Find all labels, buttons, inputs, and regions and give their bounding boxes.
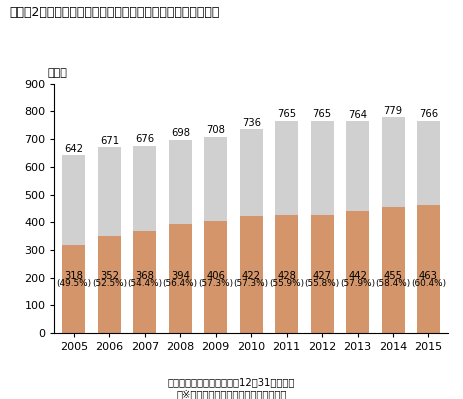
Bar [204,137,227,221]
Bar [240,216,263,333]
Text: (54.4%): (54.4%) [127,279,163,288]
Text: 『出典』外務省調べ（各年12月31日現在）: 『出典』外務省調べ（各年12月31日現在） [168,377,295,387]
Text: 406: 406 [206,271,225,281]
Text: (57.9%): (57.9%) [340,279,375,288]
Bar [382,117,405,207]
Text: 676: 676 [135,134,154,144]
Text: 764: 764 [348,110,367,120]
Text: （人）: （人） [47,68,67,78]
Text: 765: 765 [277,109,296,119]
Text: 428: 428 [277,271,296,281]
Bar [417,205,440,333]
Text: (49.5%): (49.5%) [56,279,92,288]
Text: 736: 736 [242,118,261,128]
Bar [240,129,263,216]
Text: 698: 698 [171,128,190,138]
Bar [275,121,298,215]
Text: 642: 642 [64,144,83,154]
Bar [98,147,121,235]
Text: (58.4%): (58.4%) [375,279,411,288]
Text: (57.3%): (57.3%) [198,279,233,288]
Text: (56.4%): (56.4%) [163,279,198,288]
Text: 765: 765 [313,109,332,119]
Text: （※）赤部分は、うち女性職員数（％）: （※）赤部分は、うち女性職員数（％） [176,389,287,399]
Bar [275,215,298,333]
Bar [346,211,369,333]
Bar [63,245,86,333]
Text: 394: 394 [171,271,190,281]
Text: (52.5%): (52.5%) [92,279,127,288]
Text: (57.3%): (57.3%) [234,279,269,288]
Text: 422: 422 [242,271,261,281]
Text: 455: 455 [383,271,402,281]
Bar [98,235,121,333]
Text: 427: 427 [313,271,332,281]
Text: 442: 442 [348,271,367,281]
Text: 766: 766 [419,109,438,119]
Bar [63,155,86,245]
Bar [382,207,405,333]
Text: 708: 708 [206,125,225,135]
Bar [133,146,156,231]
Text: (55.9%): (55.9%) [269,279,304,288]
Bar [204,221,227,333]
Text: 368: 368 [135,271,154,281]
Text: グラフ2：国連関係機関の日本人職員数（専門職以上）の推移: グラフ2：国連関係機関の日本人職員数（専門職以上）の推移 [9,6,219,19]
Text: 463: 463 [419,271,438,281]
Text: 352: 352 [100,271,119,281]
Bar [311,215,334,333]
Bar [133,231,156,333]
Text: (55.8%): (55.8%) [305,279,340,288]
Bar [346,121,369,211]
Bar [169,140,192,224]
Text: 318: 318 [64,271,83,281]
Bar [169,224,192,333]
Text: 671: 671 [100,136,119,146]
Text: (60.4%): (60.4%) [411,279,446,288]
Bar [417,121,440,205]
Text: 779: 779 [383,106,403,116]
Bar [311,121,334,215]
